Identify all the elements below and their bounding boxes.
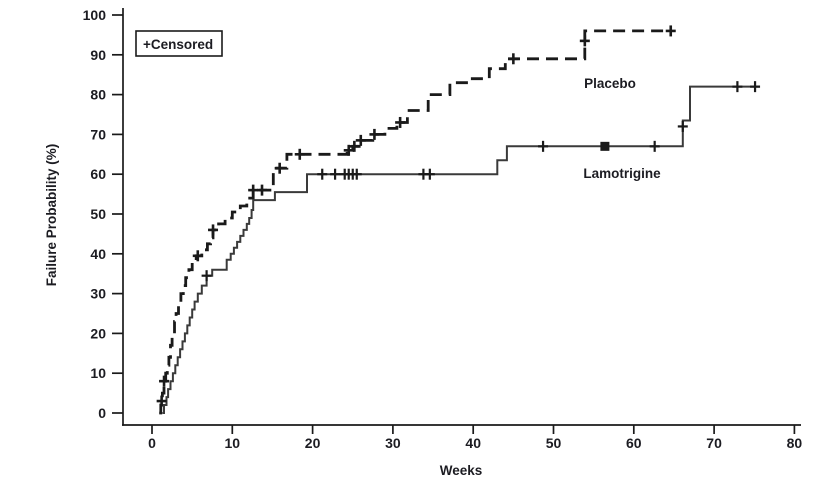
axes: 0 10 20 30 40 50 60 70 80 90 100 0 10 20 30 40 50 60 70 80 (83, 7, 803, 451)
x-axis-title: Weeks (440, 463, 483, 478)
placebo-censor-mark (349, 140, 360, 152)
x-tick-label: 10 (225, 435, 241, 451)
y-tick-label: 30 (90, 286, 106, 302)
placebo-censor-mark (579, 35, 590, 47)
lamotrigine-censor-mark (677, 120, 688, 132)
x-tick-label: 60 (626, 435, 642, 451)
lamotrigine-curve (162, 85, 760, 414)
lamotrigine-censor-mark (317, 168, 328, 180)
lamotrigine-censor-mark (538, 140, 549, 152)
placebo-censor-mark (156, 395, 167, 407)
placebo-censor-mark (274, 162, 285, 174)
lamotrigine-censor-mark (649, 140, 660, 152)
placebo-censor-mark (248, 184, 259, 196)
x-tick-label: 70 (706, 435, 722, 451)
censor-marks (156, 25, 761, 407)
placebo-censor-mark (294, 148, 305, 160)
legend-box (135, 30, 223, 57)
y-tick-label: 50 (90, 206, 106, 222)
placebo-censor-mark (369, 128, 380, 140)
placebo-censor-mark (343, 144, 354, 156)
placebo-censor-mark (192, 250, 203, 262)
y-tick-label: 100 (83, 7, 107, 23)
placebo-censor-mark (395, 116, 406, 128)
lamotrigine-censor-mark (732, 81, 743, 93)
y-axis-title: Failure Probability (%) (44, 144, 59, 287)
placebo-censor-mark (159, 375, 170, 387)
x-tick-label: 30 (385, 435, 401, 451)
x-tick-label: 40 (465, 435, 481, 451)
placebo-censor-mark (208, 224, 219, 236)
y-tick-label: 40 (90, 246, 106, 262)
y-tick-label: 70 (90, 126, 106, 142)
censored-legend: +Censored (135, 30, 223, 57)
lamotrigine-censor-mark (424, 168, 435, 180)
survival-curves (159, 29, 760, 415)
x-tick-label: 50 (546, 435, 562, 451)
placebo-series-label: Placebo (584, 76, 636, 91)
lamotrigine-series-label: Lamotrigine (583, 166, 661, 181)
y-tick-label: 0 (98, 405, 106, 421)
legend-label: +Censored (143, 37, 213, 52)
x-tick-label: 80 (787, 435, 803, 451)
placebo-censor-mark (257, 184, 268, 196)
placebo-censor-mark (355, 134, 366, 146)
lamotrigine-censor-mark (201, 270, 212, 282)
x-tick-label: 20 (305, 435, 321, 451)
lamotrigine-censor-mark (351, 168, 362, 180)
y-tick-label: 20 (90, 325, 106, 341)
placebo-censor-mark (508, 53, 519, 65)
lamotrigine-censor-mark (330, 168, 341, 180)
y-tick-label: 10 (90, 365, 106, 381)
lamotrigine-censor-mark (750, 81, 761, 93)
x-tick-label: 0 (148, 435, 156, 451)
placebo-censor-mark (665, 25, 676, 37)
y-tick-label: 90 (90, 47, 106, 63)
y-tick-label: 80 (90, 87, 106, 103)
censor-mark-double (600, 141, 610, 151)
y-tick-label: 60 (90, 166, 106, 182)
